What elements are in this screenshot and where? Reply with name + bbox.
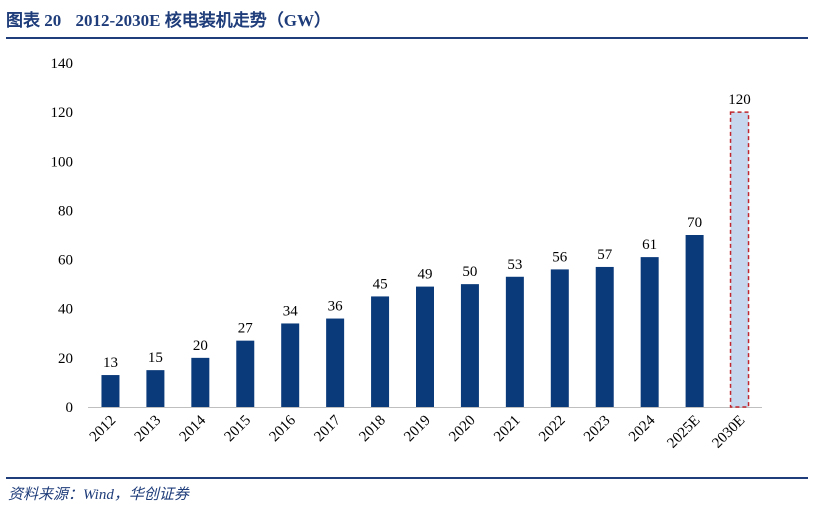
- data-label: 50: [462, 264, 477, 280]
- data-label: 34: [283, 303, 299, 319]
- x-tick-label: 2021: [491, 413, 524, 446]
- bar: [460, 284, 479, 407]
- y-tick-label: 0: [66, 400, 74, 416]
- bottom-rule: [6, 477, 808, 479]
- x-tick-label: 2017: [311, 412, 344, 445]
- data-label: 56: [552, 249, 568, 265]
- bar: [416, 286, 434, 407]
- data-label: 13: [103, 355, 118, 371]
- bar-chart: 0 20 40 60 80 100 120 140 13 2012 15 2013 20 2014 27 20…: [51, 56, 762, 452]
- data-label: 45: [373, 276, 388, 292]
- data-label: 61: [642, 237, 657, 253]
- y-tick-label: 40: [58, 302, 73, 318]
- x-tick-label: 2030E: [709, 413, 748, 452]
- data-label: 49: [418, 267, 433, 283]
- figure-title: 图表 20 2012-2030E 核电装机走势（GW）: [6, 6, 341, 31]
- y-tick-label: 20: [58, 351, 73, 367]
- bar: [550, 269, 569, 407]
- bar: [595, 266, 614, 407]
- figure-title-text: 2012-2030E 核电装机走势（GW）: [75, 11, 331, 30]
- x-tick-label: 2012: [87, 413, 120, 446]
- bar: [685, 235, 704, 407]
- x-tick-label: 2018: [356, 413, 389, 446]
- top-rule: [6, 37, 808, 39]
- data-label: 70: [687, 215, 702, 231]
- bar: [505, 276, 524, 407]
- y-tick-label: 120: [51, 105, 74, 121]
- y-tick-label: 60: [58, 253, 73, 269]
- bar: [371, 296, 390, 407]
- data-label: 27: [238, 321, 254, 337]
- bar: [101, 375, 120, 407]
- figure-label: 图表 20: [6, 11, 62, 30]
- source-note: 资料来源：Wind，华创证券: [8, 487, 189, 503]
- y-tick-label: 100: [51, 154, 74, 170]
- x-tick-label: 2014: [177, 412, 210, 445]
- x-tick-label: 2022: [536, 413, 569, 446]
- bar: [640, 257, 659, 407]
- bar: [326, 318, 345, 407]
- bar: [146, 370, 165, 407]
- data-label: 20: [193, 338, 208, 354]
- bar: [236, 340, 255, 407]
- y-tick-label: 80: [58, 203, 73, 219]
- y-tick-label: 140: [51, 56, 74, 72]
- data-label: 36: [328, 299, 344, 315]
- data-label: 120: [728, 92, 751, 108]
- data-label: 15: [148, 350, 163, 366]
- x-tick-label: 2016: [267, 412, 300, 445]
- x-tick-label: 2019: [401, 413, 434, 446]
- x-tick-label: 2024: [626, 412, 659, 445]
- x-tick-label: 2015: [222, 413, 255, 446]
- bar: [191, 357, 210, 407]
- x-tick-label: 2025E: [664, 413, 703, 452]
- x-tick-label: 2020: [446, 413, 479, 446]
- data-label: 57: [597, 247, 613, 263]
- bar-forecast: [729, 111, 750, 408]
- bar: [281, 323, 300, 407]
- x-tick-label: 2023: [581, 413, 614, 446]
- x-tick-label: 2013: [132, 413, 165, 446]
- data-label: 53: [507, 257, 522, 273]
